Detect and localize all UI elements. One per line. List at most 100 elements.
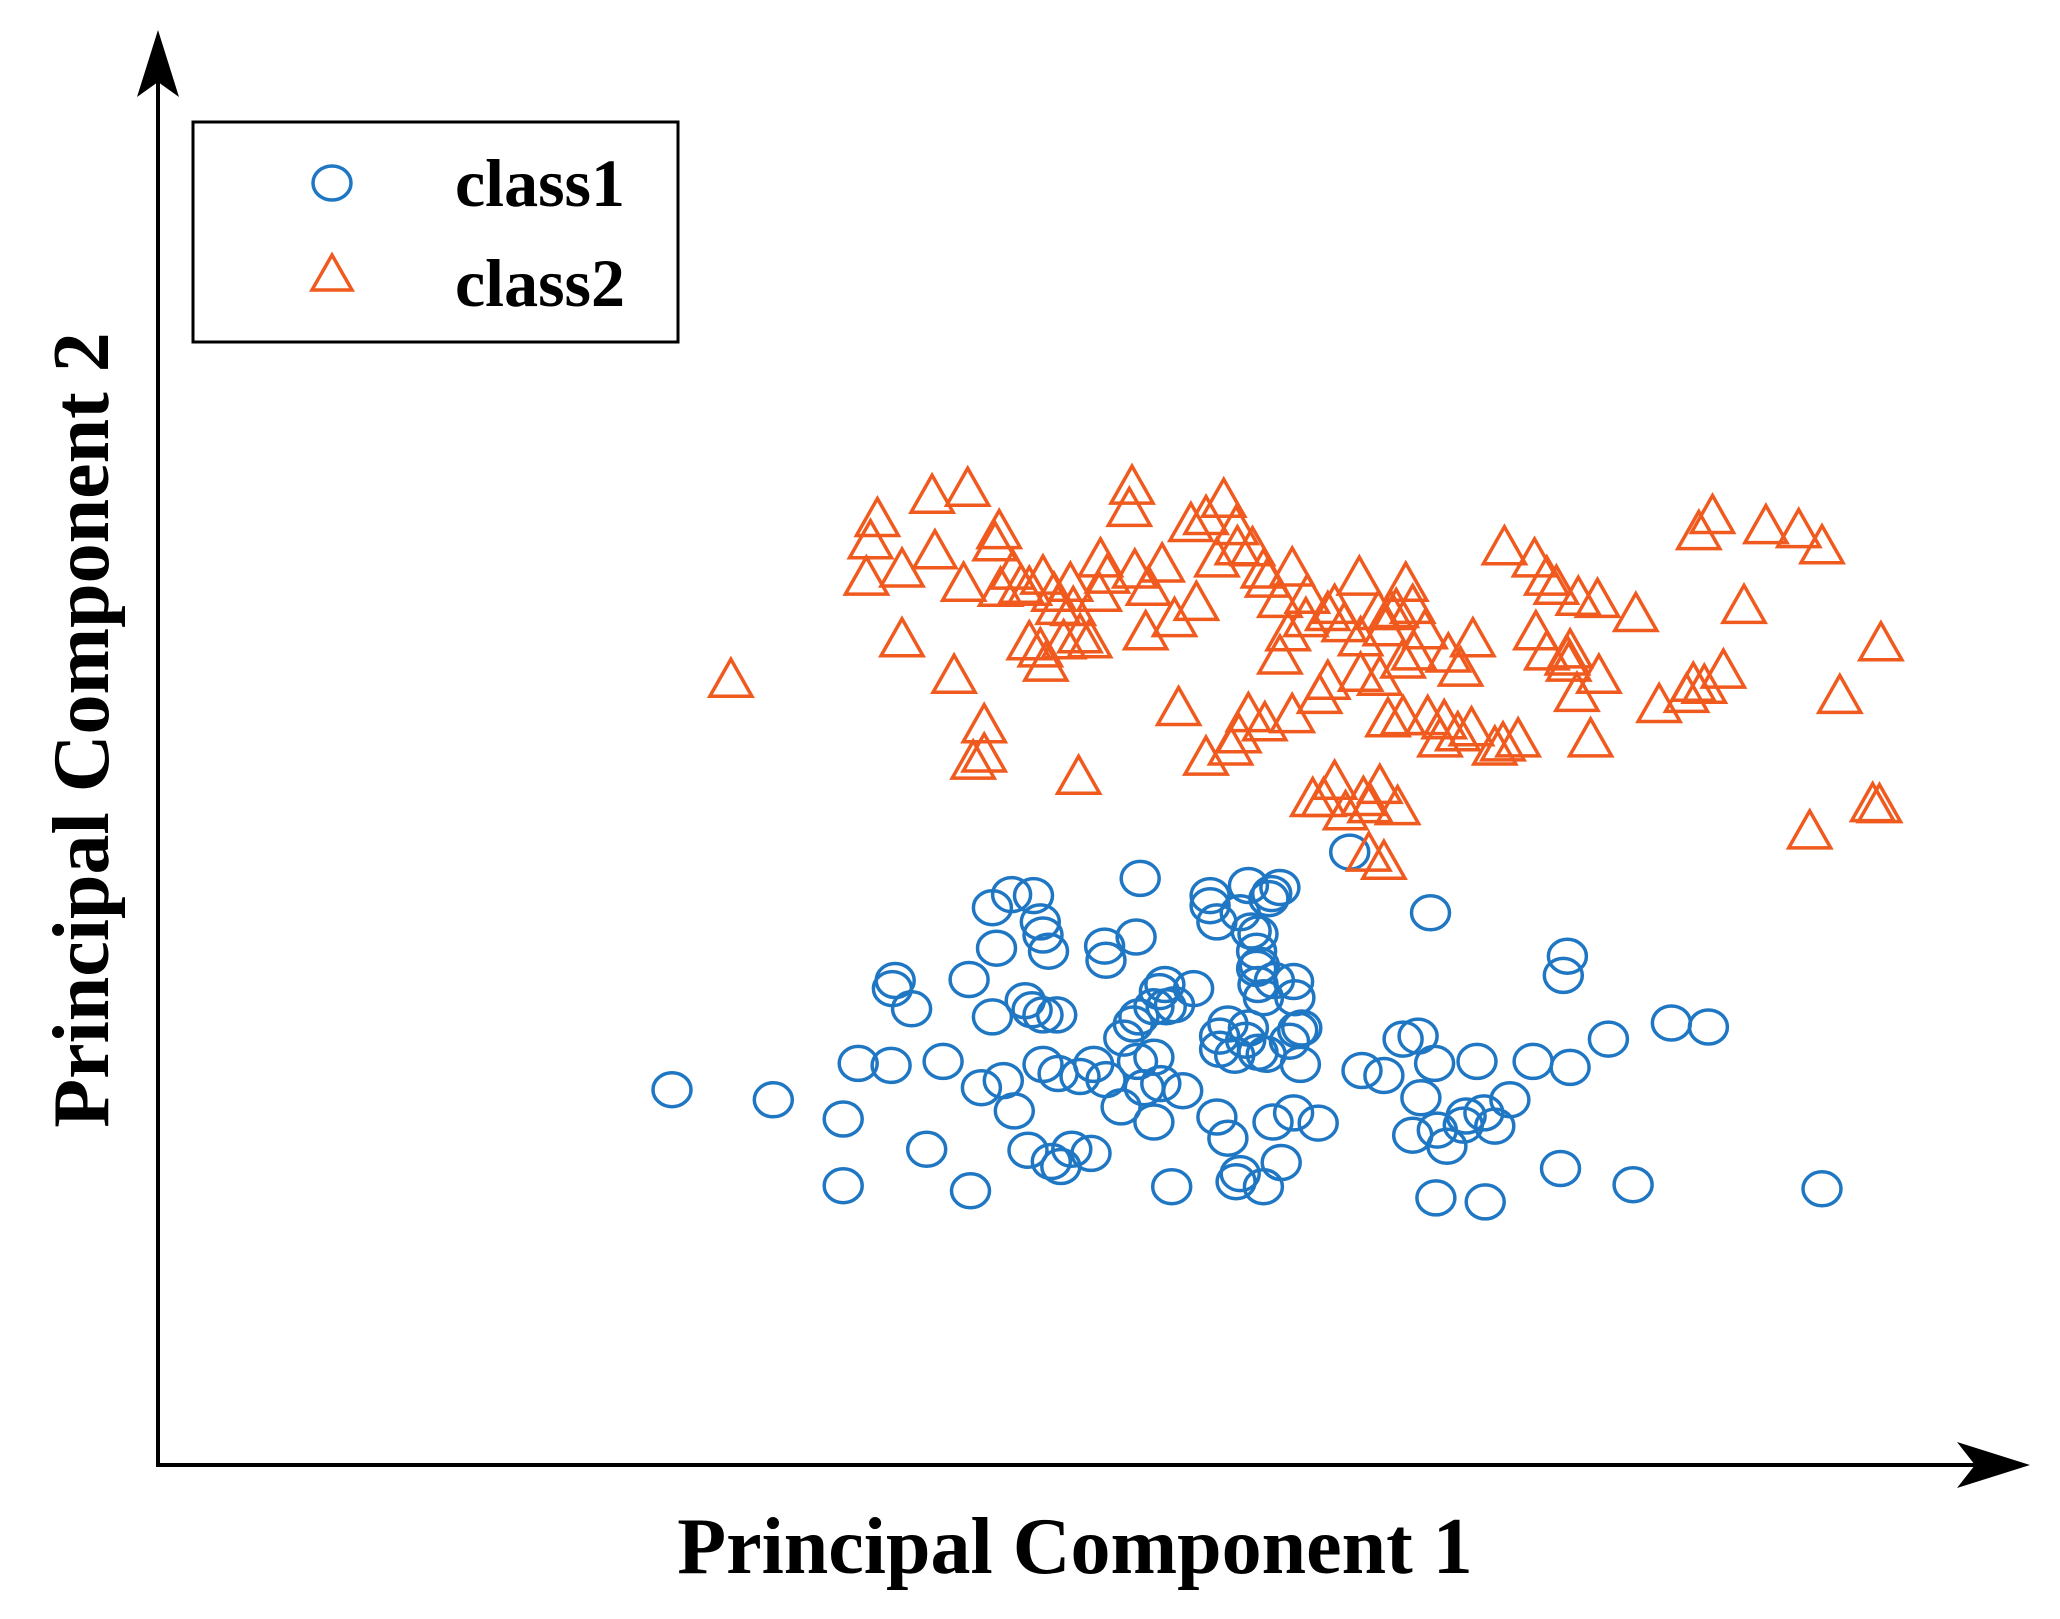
point-class2-91	[1856, 619, 1905, 662]
point-class1-51	[1119, 859, 1161, 898]
point-class2-24	[1054, 752, 1103, 796]
point-class1-74	[1242, 978, 1285, 1017]
point-class2-85	[1719, 581, 1769, 625]
point-class1-79	[1196, 1098, 1238, 1136]
point-class2-48	[1212, 503, 1261, 546]
point-class2-2	[846, 517, 895, 560]
point-class2-37	[1138, 540, 1187, 583]
point-class2-6	[910, 527, 959, 570]
point-class1-77	[1133, 1103, 1175, 1141]
point-class2-63	[1388, 581, 1437, 625]
point-class2-55	[1283, 571, 1332, 615]
point-class1-63	[1227, 1009, 1270, 1047]
point-class2-52	[1243, 555, 1292, 598]
point-class2-42	[1110, 546, 1159, 589]
point-class1-90	[1279, 1045, 1322, 1084]
point-class1-43	[1100, 1088, 1142, 1126]
point-class2-0	[706, 655, 755, 698]
point-class2-93	[1785, 807, 1834, 850]
point-class1-96	[1297, 1104, 1339, 1142]
point-class1-125	[1801, 1170, 1843, 1208]
point-class2-71	[1532, 562, 1581, 605]
point-class1-50	[1085, 941, 1127, 980]
point-class2-23	[960, 730, 1009, 773]
point-class2-126	[1494, 715, 1543, 758]
point-class2-109	[1379, 693, 1428, 736]
point-class1-104	[1413, 1044, 1456, 1083]
point-class1-8	[837, 1044, 879, 1083]
point-class2-125	[1478, 719, 1528, 762]
point-class1-40	[1118, 998, 1160, 1036]
point-class1-33	[1030, 1142, 1073, 1181]
point-class2-44	[1166, 499, 1215, 543]
point-class1-9	[870, 1046, 912, 1085]
point-class2-61	[1372, 585, 1421, 629]
point-class2-39	[1172, 578, 1221, 622]
point-class2-123	[1320, 600, 1369, 643]
legend-marker-class1	[311, 164, 353, 202]
point-class2-28	[1039, 617, 1088, 660]
point-class1-82	[1215, 1162, 1257, 1201]
point-class2-68	[1480, 523, 1529, 566]
point-class2-57	[1335, 553, 1384, 596]
point-class1-62	[1224, 1021, 1267, 1059]
point-class1-76	[1161, 1071, 1204, 1110]
point-class1-16	[975, 929, 1018, 967]
legend: class1 class2	[191, 120, 680, 344]
point-class2-117	[1522, 628, 1571, 671]
point-class1-100	[1382, 1020, 1424, 1058]
point-class2-92	[1815, 671, 1864, 715]
point-class1-1	[752, 1081, 795, 1119]
point-class1-121	[1587, 1020, 1630, 1058]
point-class2-21	[960, 701, 1009, 744]
point-class1-35	[1051, 1130, 1093, 1169]
point-class1-10	[922, 1042, 964, 1081]
point-class2-66	[1436, 644, 1485, 687]
point-class1-69	[1189, 886, 1231, 925]
point-class2-73	[1573, 575, 1622, 619]
point-class1-122	[1612, 1165, 1654, 1204]
point-class2-104	[1336, 649, 1385, 692]
point-class1-92	[1272, 1094, 1315, 1132]
point-class2-136	[1359, 837, 1408, 880]
point-class2-116	[1511, 608, 1560, 651]
point-class2-8	[877, 615, 927, 658]
point-class1-123	[1650, 1004, 1693, 1042]
point-class1-11	[948, 960, 990, 999]
point-class2-35	[1107, 462, 1157, 505]
point-class1-53	[1115, 918, 1157, 956]
point-class2-132	[1355, 761, 1404, 805]
point-class1-48	[1144, 965, 1186, 1004]
point-class2-40	[1154, 683, 1203, 727]
point-class1-7	[874, 961, 916, 1000]
point-class2-84	[1699, 646, 1748, 689]
point-class1-95	[1281, 1009, 1323, 1047]
point-class2-19	[1046, 559, 1095, 602]
x-axis-arrow-icon	[1957, 1442, 2030, 1488]
point-class2-118	[1543, 633, 1592, 676]
point-class2-25	[1005, 618, 1054, 661]
point-class1-87	[1272, 962, 1315, 1001]
point-class1-91	[1268, 1022, 1311, 1060]
point-class1-4	[905, 1130, 948, 1169]
point-class1-113	[1463, 1094, 1505, 1132]
point-class1-119	[1546, 937, 1589, 975]
point-class2-112	[1415, 715, 1465, 758]
point-class2-76	[1544, 639, 1593, 682]
point-class1-105	[1391, 1116, 1434, 1154]
point-class1-118	[1542, 956, 1585, 995]
point-class2-3	[842, 553, 891, 596]
point-class1-115	[1489, 1081, 1531, 1119]
point-class2-114	[1447, 704, 1496, 747]
point-class1-124	[1687, 1008, 1730, 1046]
point-class1-47	[1138, 972, 1181, 1011]
point-class2-36	[1121, 608, 1170, 651]
point-class2-108	[1363, 695, 1413, 738]
point-class1-117	[1549, 1048, 1591, 1087]
point-class2-15	[1005, 563, 1054, 606]
points-layer	[651, 462, 1905, 1221]
point-class2-41	[1105, 484, 1154, 528]
point-class2-119	[1255, 632, 1304, 675]
point-class2-120	[1264, 609, 1313, 652]
